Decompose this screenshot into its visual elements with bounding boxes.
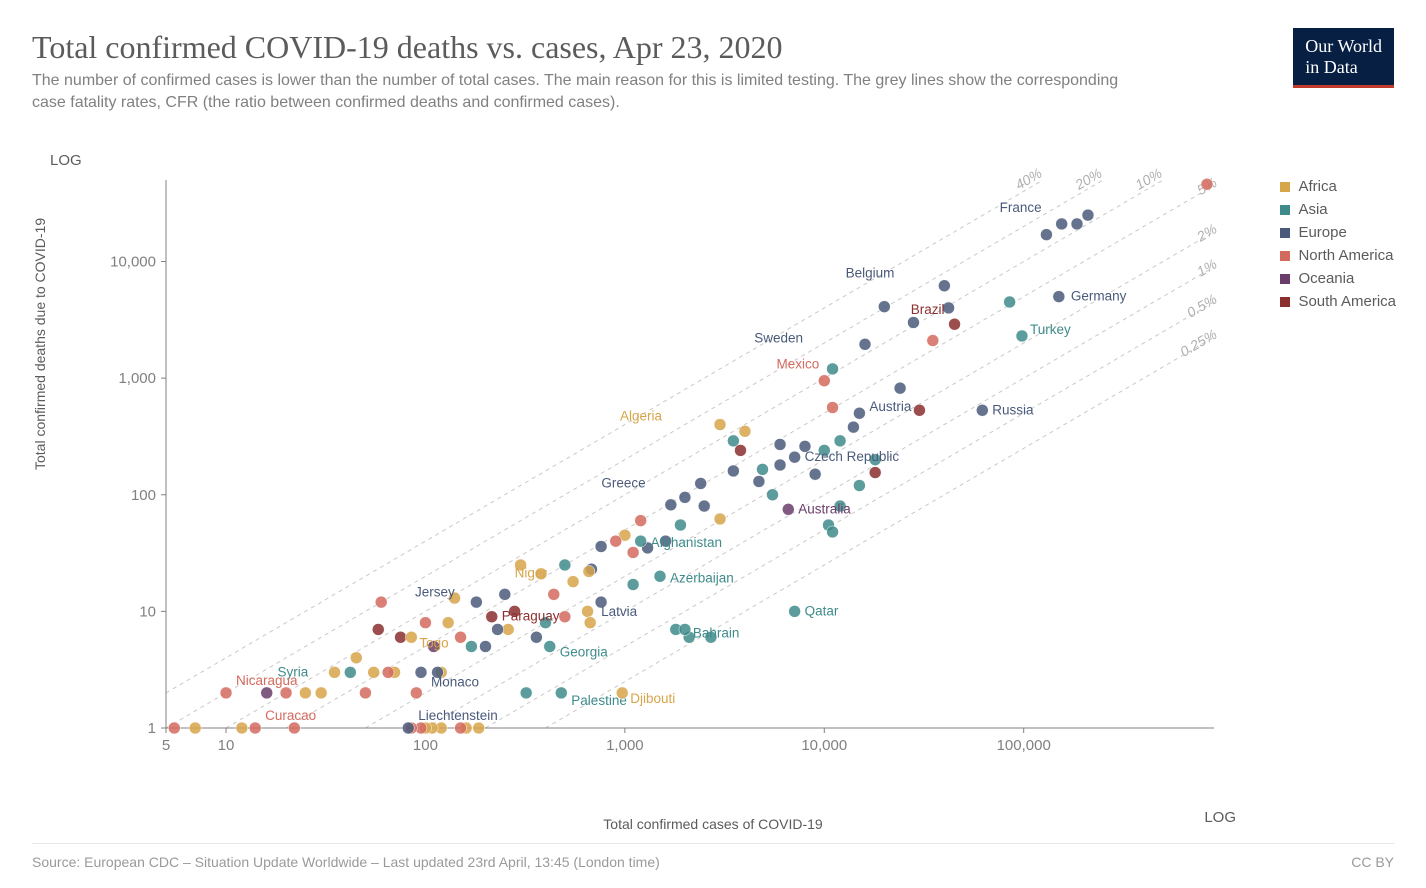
license-text: CC BY [1351, 854, 1394, 870]
svg-text:10,000: 10,000 [110, 254, 156, 271]
svg-text:Czech Republic: Czech Republic [805, 449, 900, 464]
legend-label: Europe [1298, 224, 1346, 241]
svg-text:1%: 1% [1194, 256, 1220, 280]
source-text: Source: European CDC – Situation Update … [32, 854, 660, 870]
svg-text:0.25%: 0.25% [1177, 326, 1219, 360]
legend-item[interactable]: Africa [1280, 178, 1396, 195]
legend-item[interactable]: Asia [1280, 201, 1396, 218]
svg-text:Togo: Togo [419, 635, 448, 650]
svg-text:10%: 10% [1132, 165, 1164, 193]
y-axis-label: Total confirmed deaths due to COVID-19 [32, 218, 48, 470]
svg-text:Greece: Greece [601, 475, 645, 490]
legend-swatch [1280, 205, 1290, 215]
owid-logo: Our World in Data [1293, 28, 1394, 88]
svg-text:1,000: 1,000 [118, 370, 156, 387]
logo-line1: Our World [1305, 36, 1382, 57]
svg-text:20%: 20% [1071, 165, 1104, 193]
legend-swatch [1280, 182, 1290, 192]
legend-swatch [1280, 228, 1290, 238]
svg-text:1,000: 1,000 [606, 737, 644, 754]
svg-text:10: 10 [218, 737, 235, 754]
svg-text:Qatar: Qatar [805, 603, 839, 618]
svg-text:40%: 40% [1012, 165, 1044, 193]
legend-item[interactable]: South America [1280, 293, 1396, 310]
chart-subtitle: The number of confirmed cases is lower t… [32, 70, 1132, 113]
legend-label: Oceania [1298, 270, 1354, 287]
svg-text:Afghanistan: Afghanistan [651, 535, 722, 550]
svg-text:Australia: Australia [798, 501, 851, 516]
svg-text:Germany: Germany [1071, 289, 1127, 304]
svg-text:5: 5 [162, 737, 170, 754]
svg-text:Nicaragua: Nicaragua [236, 673, 298, 688]
svg-text:Sweden: Sweden [754, 330, 803, 345]
log-x-indicator: LOG [1204, 809, 1236, 826]
scatter-chart: 40%20%10%5%2%1%0.5%0.25%1101001,00010,00… [96, 180, 1214, 768]
svg-text:Turkey: Turkey [1030, 322, 1071, 337]
chart-title: Total confirmed COVID-19 deaths vs. case… [32, 28, 1132, 66]
svg-text:1: 1 [148, 720, 156, 737]
svg-text:Austria: Austria [869, 399, 912, 414]
svg-text:Niger: Niger [515, 565, 548, 580]
svg-text:Djibouti: Djibouti [630, 691, 675, 706]
svg-text:Algeria: Algeria [620, 409, 663, 424]
x-axis-label: Total confirmed cases of COVID-19 [603, 816, 822, 832]
svg-text:Russia: Russia [992, 402, 1034, 417]
svg-text:0.5%: 0.5% [1184, 291, 1220, 321]
legend-item[interactable]: North America [1280, 247, 1396, 264]
svg-text:Paraguay: Paraguay [502, 609, 560, 624]
log-y-indicator: LOG [50, 152, 82, 169]
legend: Africa Asia Europe North America Oceania Sout… [1280, 178, 1396, 316]
svg-text:Mexico: Mexico [777, 357, 820, 372]
svg-text:Brazil: Brazil [911, 302, 945, 317]
legend-item[interactable]: Europe [1280, 224, 1396, 241]
logo-line2: in Data [1305, 57, 1382, 78]
svg-text:Bahrain: Bahrain [693, 625, 740, 640]
svg-text:France: France [1000, 200, 1042, 215]
svg-text:10: 10 [139, 603, 156, 620]
svg-text:10,000: 10,000 [801, 737, 847, 754]
svg-text:100: 100 [131, 487, 156, 504]
legend-swatch [1280, 274, 1290, 284]
svg-text:Georgia: Georgia [560, 644, 609, 659]
svg-text:Liechtenstein: Liechtenstein [418, 708, 498, 723]
svg-text:Monaco: Monaco [431, 674, 479, 689]
svg-text:100: 100 [413, 737, 438, 754]
legend-label: Africa [1298, 178, 1336, 195]
chart-plot-area: 40%20%10%5%2%1%0.5%0.25%1101001,00010,00… [96, 180, 1214, 768]
legend-label: North America [1298, 247, 1393, 264]
legend-label: South America [1298, 293, 1396, 310]
svg-text:Jersey: Jersey [415, 584, 455, 599]
svg-text:100,000: 100,000 [997, 737, 1051, 754]
legend-label: Asia [1298, 201, 1327, 218]
legend-item[interactable]: Oceania [1280, 270, 1396, 287]
svg-text:Latvia: Latvia [601, 604, 638, 619]
svg-text:Belgium: Belgium [846, 266, 895, 281]
legend-swatch [1280, 297, 1290, 307]
legend-swatch [1280, 251, 1290, 261]
svg-text:Azerbaijan: Azerbaijan [670, 570, 734, 585]
svg-text:Curacao: Curacao [265, 708, 316, 723]
